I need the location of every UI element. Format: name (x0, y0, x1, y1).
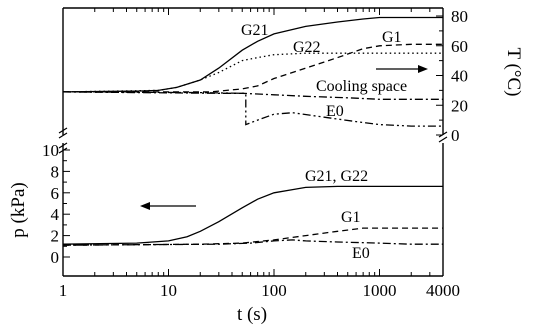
plot-frames (58, 7, 448, 277)
series-lines (62, 16, 443, 246)
x-tick-label: 1000 (362, 281, 396, 300)
temperature-axis-title: T (°C) (503, 48, 524, 97)
pres-y-tick-label: 10 (42, 141, 59, 160)
pressure-axis-title: p (kPa) (8, 182, 29, 237)
pressure-axis-arrow-head (140, 202, 150, 210)
pres-label-g21-g22: G21, G22 (305, 168, 368, 185)
annotations: G21 G22 G1 E0 G21, G22 G1 E0 Cooling space (140, 22, 428, 262)
x-tick-label: 10 (160, 281, 177, 300)
axis-labels: t (s) p (kPa) T (°C) (8, 48, 524, 325)
pres-y-tick-label: 4 (51, 205, 60, 224)
temp-label-g21: G21 (241, 22, 269, 39)
x-axis-title: t (s) (237, 304, 267, 325)
x-tick-label: 4000 (426, 281, 460, 300)
x-tick-label: 1 (59, 281, 68, 300)
temp-label-e0: E0 (326, 103, 344, 120)
pres-series-g21-g22 (62, 185, 443, 245)
temp-series-g1 (63, 43, 443, 93)
pres-series-e0 (62, 239, 443, 246)
temp-label-g1: G1 (382, 29, 402, 46)
pres-label-e0: E0 (352, 245, 370, 262)
temp-series-g21 (62, 16, 443, 93)
temp-series-e0 (62, 91, 443, 127)
cooling-space-arrow-head (418, 65, 428, 73)
x-tick-label: 100 (261, 281, 287, 300)
cooling-space-label: Cooling space (316, 78, 407, 95)
temp-series-g22 (62, 52, 443, 93)
temp-series-line-3 (62, 91, 443, 100)
pres-label-g1: G1 (341, 209, 361, 226)
left-axis-break (58, 127, 68, 139)
pres-y-tick-label: 2 (51, 227, 60, 246)
axis-ticks: 1 10 100 1000 4000 0 20 40 60 80 0 2 4 6 8 10 (42, 7, 468, 300)
temp-y-tick-label: 60 (451, 37, 468, 56)
temp-y-tick-label: 0 (451, 126, 460, 145)
temp-y-tick-label: 80 (451, 7, 468, 26)
pres-y-tick-label: 0 (51, 248, 60, 267)
pres-series-g1 (62, 227, 443, 246)
temp-y-tick-label: 20 (451, 96, 468, 115)
pres-y-tick-label: 6 (51, 184, 60, 203)
temp-y-tick-label: 40 (451, 67, 468, 86)
temp-label-g22: G22 (293, 39, 321, 56)
pres-y-tick-label: 8 (51, 162, 60, 181)
